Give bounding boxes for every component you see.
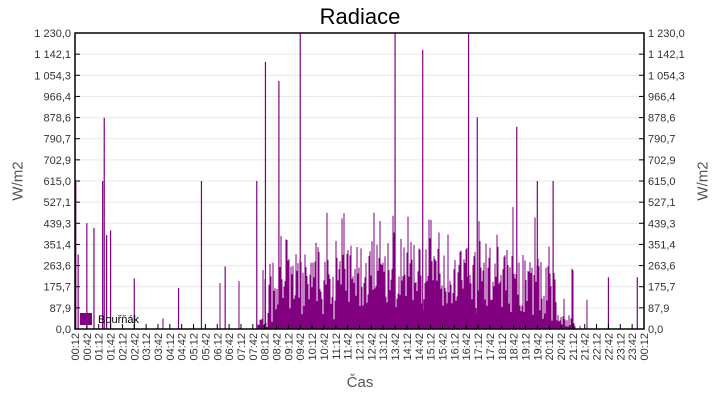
x-tick-label: 23:42	[627, 333, 639, 361]
y-tick-label: 1 142,1	[34, 49, 71, 61]
x-tick-label: 12:12	[355, 333, 367, 361]
y-tick-label: 615,0	[43, 176, 71, 188]
x-tick-label: 13:42	[390, 333, 402, 361]
y-tick-label: 0,0	[56, 324, 71, 336]
x-tick-label: 17:12	[473, 333, 485, 361]
x-tick-label: 16:42	[461, 333, 473, 361]
x-tick-label: 06:42	[224, 333, 236, 361]
x-tick-label: 17:42	[485, 333, 497, 361]
x-tick-label: 05:12	[189, 333, 201, 361]
chart-title: Radiace	[319, 4, 401, 29]
y-tick-label: 966,4	[43, 91, 71, 103]
x-tick-label: 06:12	[212, 333, 224, 361]
x-tick-label: 22:12	[592, 333, 604, 361]
x-tick-label: 04:12	[165, 333, 177, 361]
x-tick-label: 02:42	[129, 333, 141, 361]
y-tick-label-right: 175,7	[648, 282, 676, 294]
x-tick-label: 07:12	[236, 333, 248, 361]
x-tick-label: 14:42	[414, 333, 426, 361]
y-tick-label-right: 878,6	[648, 113, 676, 125]
x-tick-label: 10:12	[307, 333, 319, 361]
y-axis-right: 0,0 87,9 175,7 263,6 351,4 439,3 527,1 615,0 702…	[639, 28, 685, 336]
legend-swatch	[80, 313, 92, 325]
x-tick-label: 02:12	[117, 333, 129, 361]
y-tick-label-right: 790,7	[648, 134, 676, 146]
x-tick-label: 13:12	[378, 333, 390, 361]
x-tick-label: 11:12	[331, 333, 343, 360]
x-tick-label: 05:42	[200, 333, 212, 361]
x-tick-label: 00:12	[639, 333, 651, 361]
y-tick-label-right: 1 230,0	[648, 28, 685, 40]
y-tick-label: 87,9	[50, 303, 71, 315]
x-tick-label: 14:12	[402, 333, 414, 361]
y-tick-label: 175,7	[43, 282, 71, 294]
x-tick-label: 20:12	[544, 333, 556, 361]
x-tick-label: 16:12	[449, 333, 461, 361]
x-tick-label: 11:42	[343, 333, 355, 360]
x-tick-label: 01:42	[106, 333, 118, 361]
y-tick-label: 1 054,3	[34, 70, 71, 82]
x-tick-label: 07:42	[248, 333, 260, 361]
x-axis-label: Čas	[346, 374, 374, 391]
y-tick-label-right: 1 054,3	[648, 70, 685, 82]
data-series-bars	[74, 33, 645, 329]
x-tick-label: 09:42	[295, 333, 307, 361]
y-tick-label-right: 702,9	[648, 155, 676, 167]
x-tick-label: 08:12	[260, 333, 272, 361]
x-tick-label: 03:42	[153, 333, 165, 361]
x-tick-label: 12:42	[366, 333, 378, 361]
y-tick-label: 878,6	[43, 113, 71, 125]
legend-label: Bouřňák	[98, 314, 139, 326]
y-tick-label-right: 966,4	[648, 91, 676, 103]
x-axis: 00:12 00:42 01:12 01:42 02:12 02:42 03:12 03:42…	[70, 324, 651, 361]
x-tick-label: 01:12	[94, 333, 106, 361]
y-tick-label: 351,4	[43, 239, 71, 251]
x-tick-label: 18:12	[497, 333, 509, 361]
x-tick-label: 18:42	[509, 333, 521, 361]
x-tick-label: 08:42	[272, 333, 284, 361]
y-tick-label-right: 1 142,1	[648, 49, 685, 61]
y-tick-label: 702,9	[43, 155, 71, 167]
y-tick-label: 439,3	[43, 218, 71, 230]
y-axis-left: 0,0 87,9 175,7 263,6 351,4 439,3 527,1 615,0 702…	[34, 28, 80, 336]
x-tick-label: 22:42	[603, 333, 615, 361]
x-tick-label: 09:12	[283, 333, 295, 361]
y-tick-label-right: 615,0	[648, 176, 676, 188]
x-tick-label: 10:42	[319, 333, 331, 361]
y-tick-label-right: 351,4	[648, 239, 676, 251]
x-tick-label: 00:12	[70, 333, 82, 361]
y-tick-label-right: 263,6	[648, 261, 676, 273]
y-tick-label-right: 527,1	[648, 197, 676, 209]
x-tick-label: 15:42	[437, 333, 449, 361]
x-tick-label: 15:12	[426, 333, 438, 361]
y-tick-label: 263,6	[43, 261, 71, 273]
y-tick-label-right: 87,9	[648, 303, 669, 315]
x-tick-label: 21:12	[568, 333, 580, 361]
x-tick-label: 21:42	[580, 333, 592, 361]
x-tick-label: 19:12	[520, 333, 532, 361]
y-tick-label-right: 439,3	[648, 218, 676, 230]
x-tick-label: 19:42	[532, 333, 544, 361]
y-tick-label: 1 230,0	[34, 28, 71, 40]
x-tick-label: 20:42	[556, 333, 568, 361]
legend: Bouřňák	[80, 313, 139, 326]
y-tick-label: 527,1	[43, 197, 71, 209]
x-tick-label: 04:42	[177, 333, 189, 361]
x-tick-label: 00:42	[82, 333, 94, 361]
x-tick-label: 03:12	[141, 333, 153, 361]
y-tick-label: 790,7	[43, 134, 71, 146]
x-tick-label: 23:12	[615, 333, 627, 361]
y-tick-label-right: 0,0	[648, 324, 663, 336]
